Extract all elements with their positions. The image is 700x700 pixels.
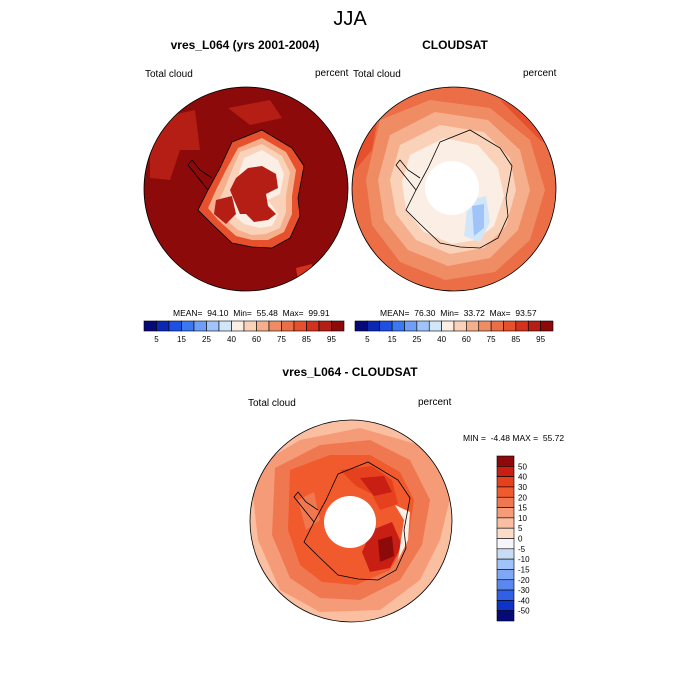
panel-1-units-label: percent	[315, 68, 349, 79]
colorbar-2-tick-label: 40	[437, 335, 446, 344]
colorbar-2-tick-label: 60	[462, 335, 471, 344]
colorbar-1-box-14	[318, 320, 332, 332]
colorbar-1-box-15	[331, 320, 345, 332]
colorbar-3-tick-label: 10	[518, 514, 527, 523]
colorbar-2-box-3	[391, 320, 405, 332]
colorbar-2-tick-label: 25	[412, 335, 421, 344]
colorbar-1-tick-label: 85	[302, 335, 311, 344]
colorbar-3-tick-label: -20	[518, 576, 530, 585]
colorbar-2-box-8	[453, 320, 467, 332]
colorbar-3-tick-label: -40	[518, 596, 530, 605]
colorbar-3-box-13	[496, 589, 515, 601]
colorbar-3-box-9	[496, 548, 515, 560]
colorbar-1-box-7	[231, 320, 245, 332]
colorbar-2-box-10	[478, 320, 492, 332]
colorbar-3-tick-label: -30	[518, 586, 530, 595]
colorbar-3-box-11	[496, 569, 515, 581]
colorbar-3-tick-label: -15	[518, 565, 530, 574]
colorbar-2-box-11	[490, 320, 504, 332]
panel-1-stats: MEAN= 94.10 Min= 55.48 Max= 99.91	[173, 308, 330, 318]
colorbar-1-tick-label: 25	[202, 335, 211, 344]
colorbar-2-tick-label: 95	[536, 335, 545, 344]
panel-2-title: CLOUDSAT	[422, 38, 488, 52]
colorbar-3-tick-label: -5	[518, 545, 526, 554]
colorbar-1-box-1	[156, 320, 170, 332]
panel-2-stats: MEAN= 76.30 Min= 33.72 Max= 93.57	[380, 308, 537, 318]
colorbar-3-tick-label: -10	[518, 555, 530, 564]
colorbar-1-tick-label: 95	[327, 335, 336, 344]
panel-1-variable-label: Total cloud	[145, 69, 193, 80]
colorbar-1-tick-label: 5	[154, 335, 159, 344]
colorbar-2-box-4	[404, 320, 418, 332]
colorbar-3-tick-label: 5	[518, 524, 523, 533]
colorbar-1-tick-label: 40	[227, 335, 236, 344]
panel-3-units-label: percent	[418, 397, 452, 408]
colorbar-1-box-11	[281, 320, 295, 332]
colorbar-2-tick-label: 85	[511, 335, 520, 344]
colorbar-1-box-8	[243, 320, 257, 332]
panel-2-units-label: percent	[523, 68, 557, 79]
colorbar-2-box-2	[379, 320, 393, 332]
colorbar-3-box-2	[496, 476, 515, 488]
colorbar-3-tick-label: -50	[518, 607, 530, 616]
colorbar-1-box-13	[306, 320, 320, 332]
colorbar-2-box-13	[515, 320, 529, 332]
colorbar-1-box-5	[206, 320, 220, 332]
colorbar-2-box-9	[466, 320, 480, 332]
colorbar-3-box-8	[496, 538, 515, 550]
colorbar-2-box-5	[416, 320, 430, 332]
colorbar-2-tick-label: 15	[388, 335, 397, 344]
colorbar-2-box-6	[428, 320, 442, 332]
colorbar-2-box-7	[441, 320, 455, 332]
colorbar-3-box-4	[496, 496, 515, 508]
colorbar-3-box-15	[496, 610, 515, 622]
colorbar-2-box-12	[503, 320, 517, 332]
colorbar-3-box-7	[496, 527, 515, 539]
colorbar-3-box-5	[496, 507, 515, 519]
colorbar-1-box-2	[168, 320, 182, 332]
panel-2-variable-label: Total cloud	[353, 69, 401, 80]
colorbar-1-tick-label: 15	[177, 335, 186, 344]
colorbar-3-box-10	[496, 558, 515, 570]
colorbar-3-box-12	[496, 579, 515, 591]
panel-3-variable-label: Total cloud	[248, 398, 296, 409]
colorbar-3-tick-label: 30	[518, 483, 527, 492]
colorbar-1-tick-label: 60	[252, 335, 261, 344]
colorbar-3-box-1	[496, 466, 515, 477]
map-3-difference	[250, 420, 452, 622]
colorbar-1-box-9	[256, 320, 270, 332]
colorbar-2-tick-label: 75	[487, 335, 496, 344]
panel-1-title: vres_L064 (yrs 2001-2004)	[170, 38, 320, 52]
colorbar-1-tick-label: 75	[277, 335, 286, 344]
colorbar-3-box-0	[496, 455, 515, 467]
colorbar-3-tick-label: 20	[518, 493, 527, 502]
colorbar-3-tick-label: 50	[518, 462, 527, 471]
colorbar-2-box-15	[540, 320, 554, 332]
colorbar-2-box-1	[367, 320, 381, 332]
colorbar-3-tick-label: 0	[518, 535, 523, 544]
colorbar-3-box-6	[496, 517, 515, 529]
colorbar-2-tick-label: 5	[365, 335, 370, 344]
colorbar-2-box-14	[527, 320, 541, 332]
panel-3-stats: MIN = -4.48 MAX = 55.72	[463, 433, 565, 443]
colorbar-3-tick-label: 15	[518, 504, 527, 513]
colorbar-2-box-0	[354, 320, 368, 332]
colorbar-1-box-10	[268, 320, 282, 332]
colorbar-1-box-6	[218, 320, 232, 332]
colorbar-3-tick-label: 40	[518, 473, 527, 482]
colorbar-3-box-14	[496, 600, 515, 611]
colorbar-1-box-0	[143, 320, 157, 332]
colorbar-1-box-12	[293, 320, 307, 332]
colorbar-1-box-4	[193, 320, 207, 332]
colorbar-1-box-3	[181, 320, 195, 332]
map-1-model-cloud	[144, 87, 348, 291]
colorbar-3-box-3	[496, 486, 515, 498]
map-2-cloudsat	[352, 87, 556, 291]
colorbar-panel-2: 5 15 25 40 60 75 85 95	[354, 320, 554, 344]
colorbar-panel-1: 5 15 25 40 60 75 85 95	[143, 320, 345, 344]
figure-title: JJA	[333, 8, 367, 30]
panel-3-title: vres_L064 - CLOUDSAT	[282, 365, 418, 379]
